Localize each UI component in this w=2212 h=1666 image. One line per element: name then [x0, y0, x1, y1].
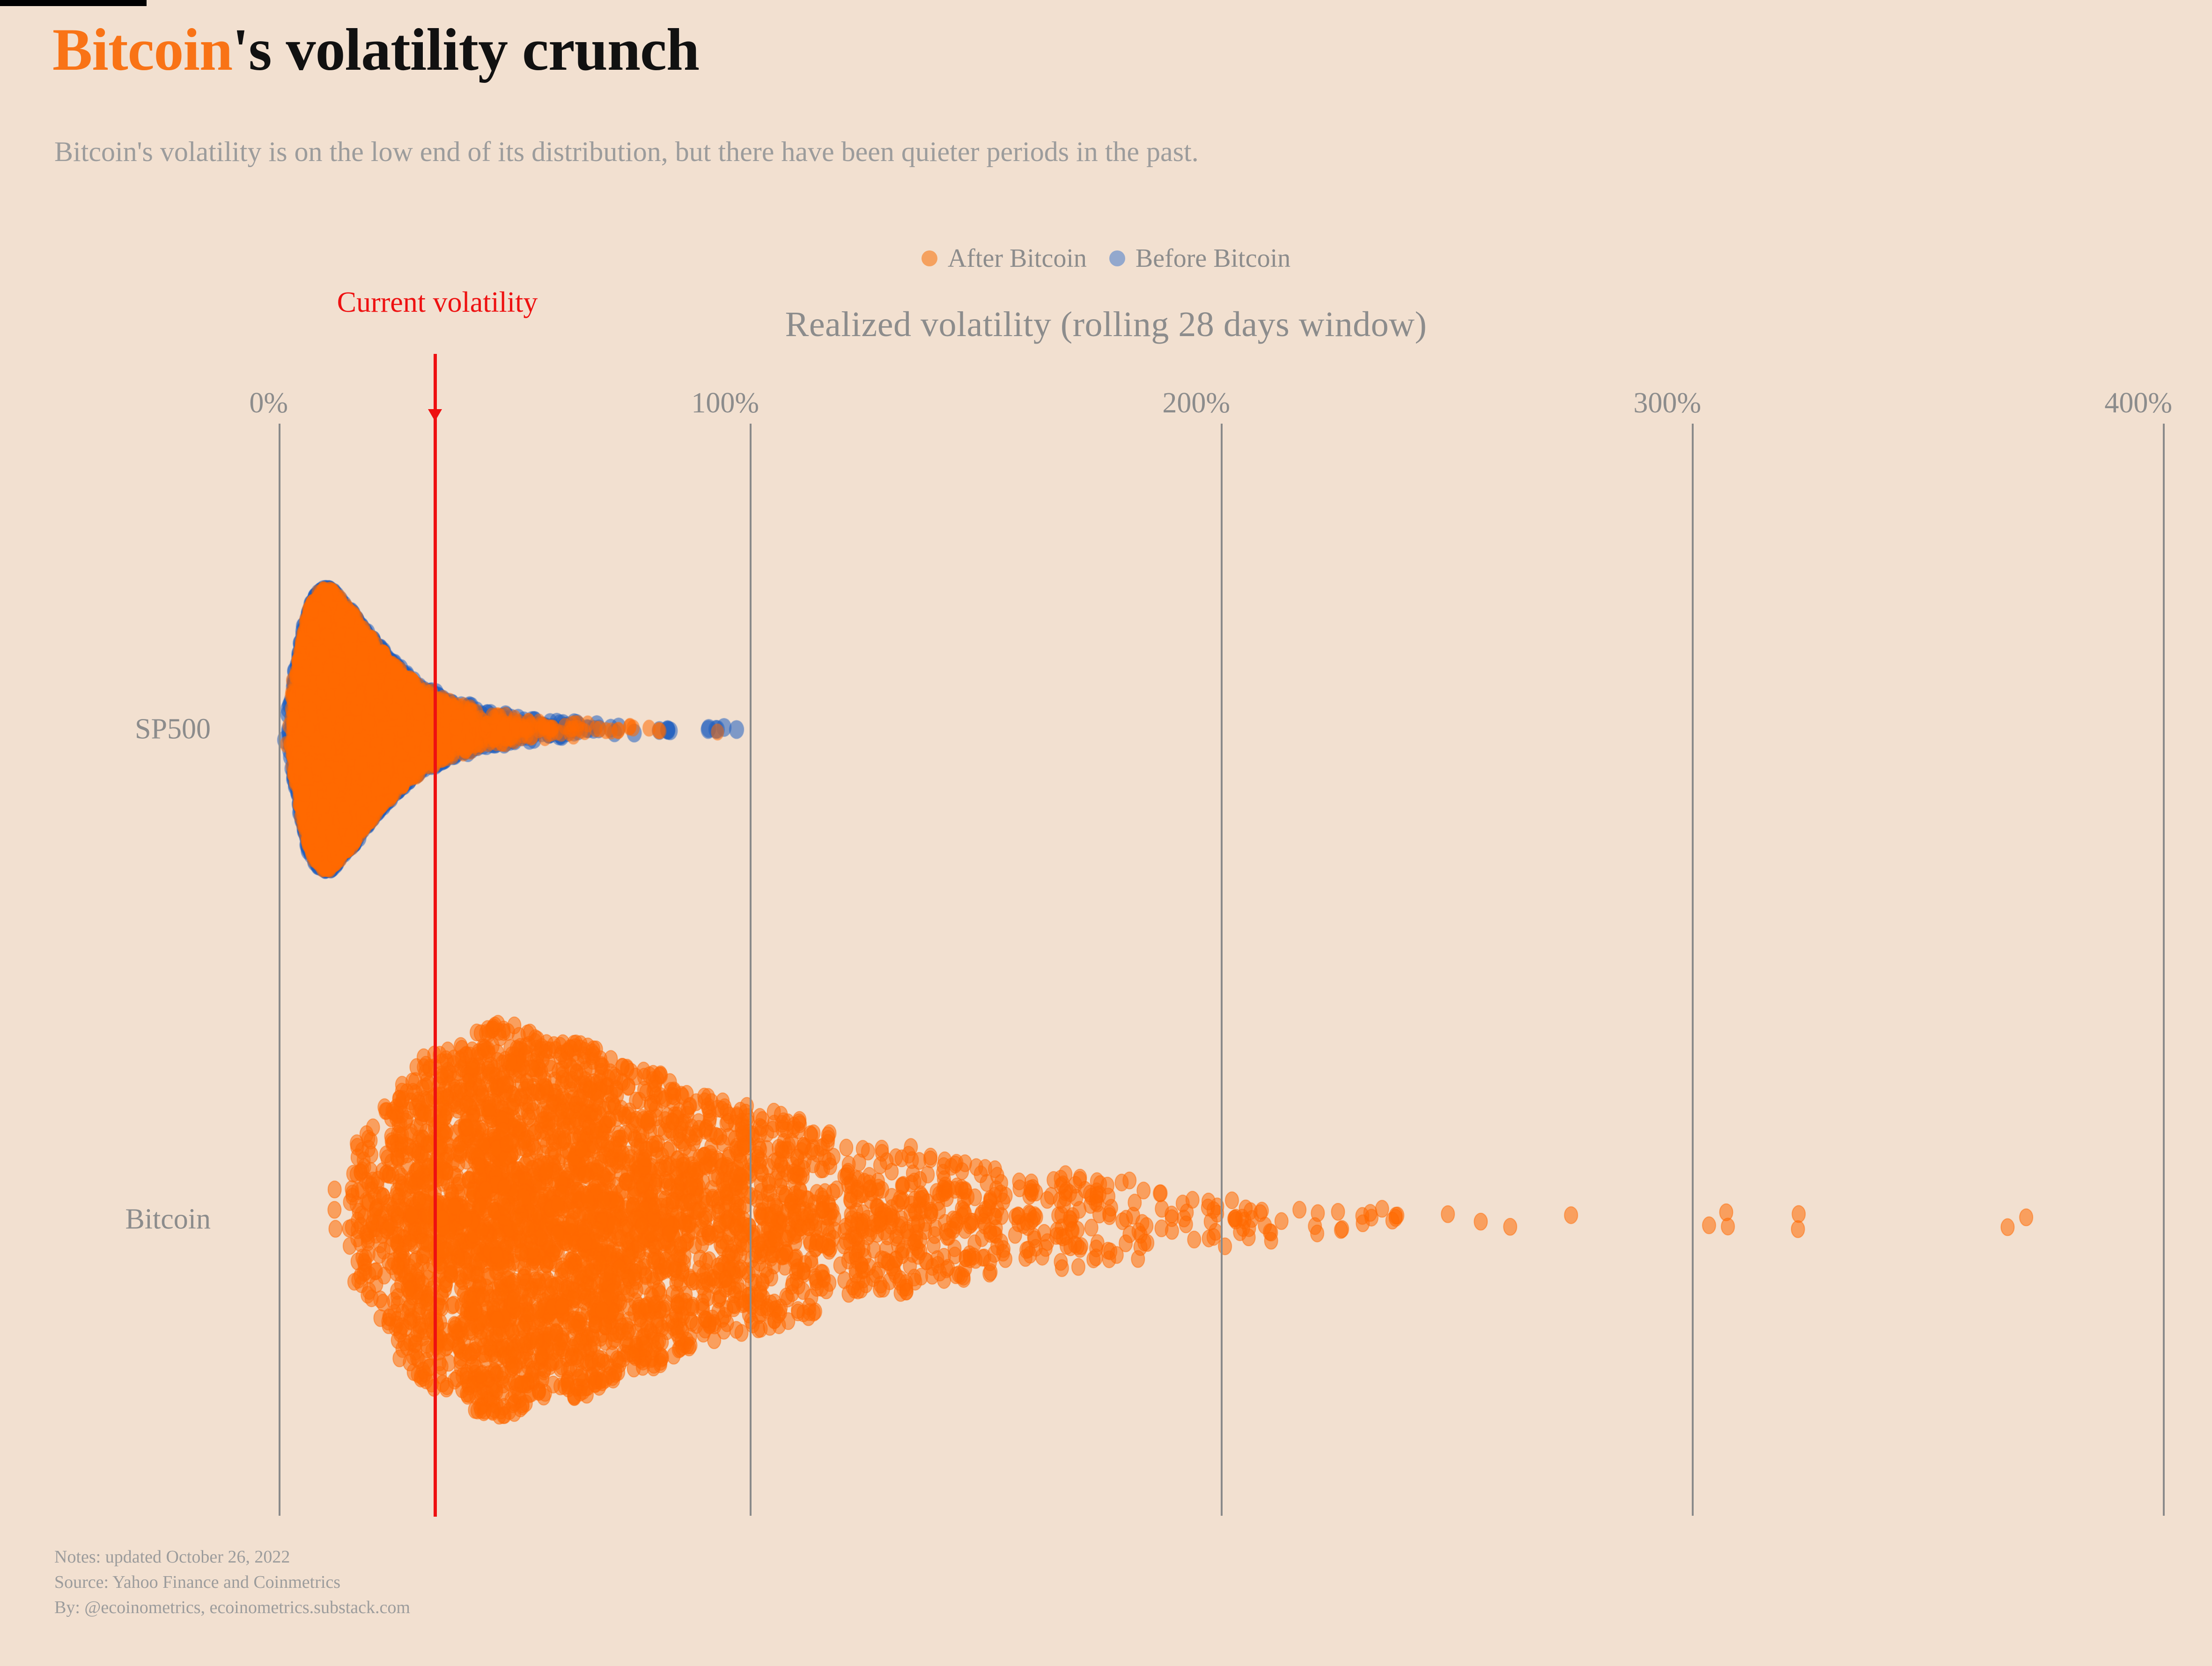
gridline [750, 424, 752, 1516]
current-volatility-arrow-icon [433, 354, 437, 412]
gridline [1692, 424, 1694, 1516]
y-category-label-sp500: SP500 [135, 713, 211, 745]
x-tick-label: 200% [1162, 387, 1230, 419]
footer-notes-line: Notes: updated October 26, 2022 [54, 1547, 290, 1567]
current-volatility-label: Current volatility [337, 286, 538, 318]
x-tick-label: 300% [1633, 387, 1701, 419]
y-category-label-bitcoin: Bitcoin [125, 1203, 211, 1235]
gridline [1221, 424, 1223, 1516]
x-tick-label: 100% [691, 387, 759, 419]
footer-source-line: Source: Yahoo Finance and Coinmetrics [54, 1572, 341, 1592]
x-tick-label: 0% [249, 387, 288, 419]
x-tick-label: 400% [2104, 387, 2172, 419]
current-volatility-line [433, 412, 437, 1517]
gridline [2163, 424, 2165, 1516]
footer-by-line: By: @ecoinometrics, ecoinometrics.substa… [54, 1597, 410, 1617]
gridline [279, 424, 280, 1516]
footer-notes: Notes: updated October 26, 2022 Source: … [54, 1545, 410, 1621]
